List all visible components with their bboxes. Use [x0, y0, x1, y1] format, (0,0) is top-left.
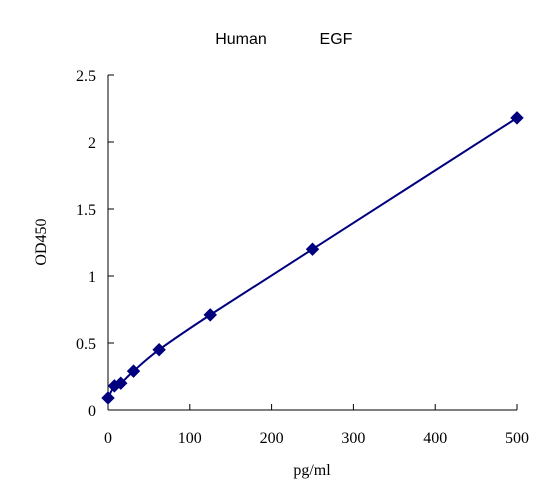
chart-title: Human EGF — [215, 31, 352, 48]
data-point-marker — [510, 111, 524, 125]
x-tick-label: 100 — [178, 430, 202, 447]
x-tick-label: 200 — [260, 430, 284, 447]
series-layer — [101, 111, 524, 405]
x-tick-label: 400 — [423, 430, 447, 447]
y-tick-label: 2 — [88, 135, 96, 152]
chart-title-part-2: EGF — [320, 31, 353, 48]
series-line — [107, 117, 518, 399]
y-ticks-group: 0 0.5 1 1.5 2 2.5 — [76, 68, 114, 420]
x-tick-label: 0 — [104, 430, 112, 447]
data-point-marker — [203, 308, 217, 322]
data-point-marker — [101, 391, 115, 405]
axes-group — [107, 75, 517, 411]
x-tick-label: 300 — [341, 430, 365, 447]
data-point-marker — [126, 364, 141, 378]
data-point-marker — [152, 342, 166, 357]
y-axis-label: OD450 — [33, 218, 50, 265]
data-point-marker — [305, 242, 320, 256]
x-axis-label: pg/ml — [293, 462, 331, 479]
y-tick-label: 1.5 — [76, 202, 96, 219]
x-tick-label: 500 — [505, 430, 529, 447]
x-ticks-group: 0 100 200 300 400 500 — [104, 404, 529, 447]
y-tick-label: 1 — [88, 269, 96, 286]
y-tick-label: 2.5 — [76, 68, 96, 85]
chart-title-part-1: Human — [215, 31, 267, 48]
data-point-marker — [114, 376, 128, 390]
y-tick-label: 0 — [88, 403, 96, 420]
y-tick-label: 0.5 — [76, 336, 96, 353]
